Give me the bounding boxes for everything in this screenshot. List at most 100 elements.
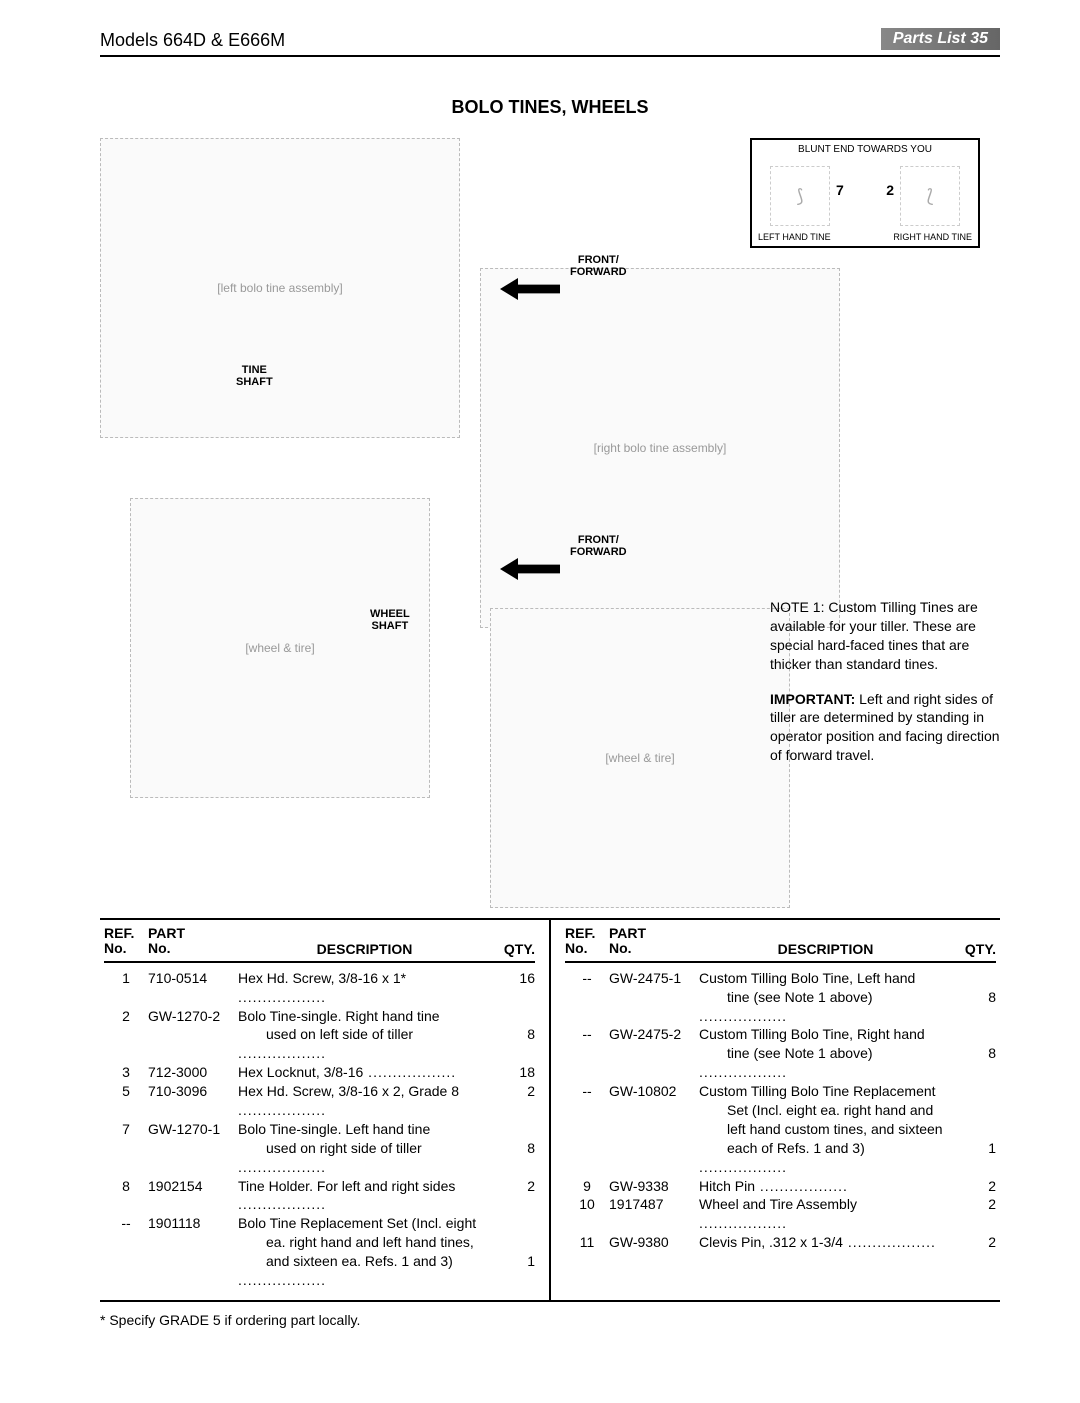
tine-orientation-box: BLUNT END TOWARDS YOU ⟆ ⟅ 7 2 LEFT HAND … bbox=[750, 138, 980, 248]
cell-description: tine (see Note 1 above) bbox=[699, 988, 952, 1026]
diagram-area: BLUNT END TOWARDS YOU ⟆ ⟅ 7 2 LEFT HAND … bbox=[100, 138, 1000, 908]
header-description: DESCRIPTION bbox=[699, 941, 952, 957]
table-row: used on left side of tiller8 bbox=[104, 1025, 535, 1063]
cell-description: Custom Tilling Bolo Tine Replacement bbox=[699, 1082, 952, 1101]
cell-part: 1902154 bbox=[148, 1177, 238, 1196]
important-label: IMPORTANT: bbox=[770, 691, 855, 707]
cell-part: GW-9380 bbox=[609, 1233, 699, 1252]
front-forward-label-2: FRONT/ FORWARD bbox=[570, 534, 627, 558]
cell-part: 712-3000 bbox=[148, 1063, 238, 1082]
cell-qty: 16 bbox=[491, 969, 535, 988]
cell-part: 1917487 bbox=[609, 1195, 699, 1214]
table-row: Set (Incl. eight ea. right hand and bbox=[565, 1101, 996, 1120]
model-title: Models 664D & E666M bbox=[100, 30, 1000, 57]
table-row: each of Refs. 1 and 3)1 bbox=[565, 1139, 996, 1177]
cell-description: Tine Holder. For left and right sides bbox=[238, 1177, 491, 1215]
cell-description: Bolo Tine-single. Left hand tine bbox=[238, 1120, 491, 1139]
table-row: 81902154Tine Holder. For left and right … bbox=[104, 1177, 535, 1215]
front-forward-label-1: FRONT/ FORWARD bbox=[570, 254, 627, 278]
header-part: PART No. bbox=[148, 926, 238, 957]
cell-description: Custom Tilling Bolo Tine, Right hand bbox=[699, 1025, 952, 1044]
cell-qty: 1 bbox=[491, 1252, 535, 1271]
left-tine-number: 7 bbox=[836, 182, 844, 198]
right-tine-number: 2 bbox=[886, 182, 894, 198]
right-tine-assembly-diagram: [right bolo tine assembly] bbox=[480, 268, 840, 628]
table-row: 11GW-9380Clevis Pin, .312 x 1-3/42 bbox=[565, 1233, 996, 1252]
cell-description: and sixteen ea. Refs. 1 and 3) bbox=[238, 1252, 491, 1290]
header-qty: QTY. bbox=[952, 941, 996, 957]
blunt-end-label: BLUNT END TOWARDS YOU bbox=[752, 144, 978, 155]
cell-qty: 8 bbox=[952, 988, 996, 1007]
cell-description: Wheel and Tire Assembly bbox=[699, 1195, 952, 1233]
right-tine-icon: ⟅ bbox=[900, 166, 960, 226]
cell-qty: 18 bbox=[491, 1063, 535, 1082]
cell-part: GW-1270-1 bbox=[148, 1120, 238, 1139]
table-body-left: 1710-0514Hex Hd. Screw, 3/8-16 x 1*162GW… bbox=[104, 969, 535, 1290]
left-tine-icon: ⟆ bbox=[770, 166, 830, 226]
cell-description: Hex Hd. Screw, 3/8-16 x 1* bbox=[238, 969, 491, 1007]
cell-description: ea. right hand and left hand tines, bbox=[238, 1233, 491, 1252]
table-row: and sixteen ea. Refs. 1 and 3)1 bbox=[104, 1252, 535, 1290]
table-row: 101917487Wheel and Tire Assembly2 bbox=[565, 1195, 996, 1233]
table-row: 9GW-9338Hitch Pin2 bbox=[565, 1177, 996, 1196]
table-row: --GW-2475-2Custom Tilling Bolo Tine, Rig… bbox=[565, 1025, 996, 1044]
table-row: tine (see Note 1 above)8 bbox=[565, 1044, 996, 1082]
table-row: ea. right hand and left hand tines, bbox=[104, 1233, 535, 1252]
table-row: 1710-0514Hex Hd. Screw, 3/8-16 x 1*16 bbox=[104, 969, 535, 1007]
cell-description: Custom Tilling Bolo Tine, Left hand bbox=[699, 969, 952, 988]
left-wheel-diagram: [wheel & tire] bbox=[130, 498, 430, 798]
note-1-text: NOTE 1: Custom Tilling Tines are availab… bbox=[770, 598, 1000, 674]
cell-ref: 10 bbox=[565, 1195, 609, 1214]
cell-ref: -- bbox=[104, 1214, 148, 1233]
cell-description: Clevis Pin, .312 x 1-3/4 bbox=[699, 1233, 952, 1252]
table-row: tine (see Note 1 above)8 bbox=[565, 988, 996, 1026]
header-ref: REF. No. bbox=[104, 926, 148, 957]
right-hand-tine-label: RIGHT HAND TINE bbox=[893, 232, 972, 242]
cell-description: Set (Incl. eight ea. right hand and bbox=[699, 1101, 952, 1120]
header-qty: QTY. bbox=[491, 941, 535, 957]
cell-qty: 2 bbox=[491, 1177, 535, 1196]
cell-ref: -- bbox=[565, 1025, 609, 1044]
footnote: * Specify GRADE 5 if ordering part local… bbox=[100, 1312, 1000, 1328]
cell-qty: 2 bbox=[952, 1233, 996, 1252]
cell-ref: 7 bbox=[104, 1120, 148, 1139]
cell-part: GW-9338 bbox=[609, 1177, 699, 1196]
cell-ref: -- bbox=[565, 1082, 609, 1101]
cell-description: used on left side of tiller bbox=[238, 1025, 491, 1063]
left-tine-assembly-diagram: [left bolo tine assembly] bbox=[100, 138, 460, 438]
table-body-right: --GW-2475-1Custom Tilling Bolo Tine, Lef… bbox=[565, 969, 996, 1252]
header-part: PART No. bbox=[609, 926, 699, 957]
cell-description: Bolo Tine-single. Right hand tine bbox=[238, 1007, 491, 1026]
cell-qty: 2 bbox=[952, 1177, 996, 1196]
table-row: 3712-3000Hex Locknut, 3/8-1618 bbox=[104, 1063, 535, 1082]
header-ref: REF. No. bbox=[565, 926, 609, 957]
table-row: 5710-3096Hex Hd. Screw, 3/8-16 x 2, Grad… bbox=[104, 1082, 535, 1120]
parts-table-right-column: REF. No. PART No. DESCRIPTION QTY. --GW-… bbox=[551, 920, 1000, 1300]
cell-ref: 3 bbox=[104, 1063, 148, 1082]
page-title: BOLO TINES, WHEELS bbox=[100, 97, 1000, 118]
wheel-shaft-label: WHEEL SHAFT bbox=[370, 608, 410, 632]
important-note: IMPORTANT: Left and right sides of tille… bbox=[770, 690, 1000, 766]
diagram-notes: NOTE 1: Custom Tilling Tines are availab… bbox=[770, 598, 1000, 781]
cell-ref: 1 bbox=[104, 969, 148, 988]
header-description: DESCRIPTION bbox=[238, 941, 491, 957]
cell-part: GW-1270-2 bbox=[148, 1007, 238, 1026]
table-row: 7GW-1270-1Bolo Tine-single. Left hand ti… bbox=[104, 1120, 535, 1139]
cell-qty: 8 bbox=[491, 1025, 535, 1044]
parts-table-left-column: REF. No. PART No. DESCRIPTION QTY. 1710-… bbox=[100, 920, 551, 1300]
cell-description: tine (see Note 1 above) bbox=[699, 1044, 952, 1082]
cell-description: left hand custom tines, and sixteen bbox=[699, 1120, 952, 1139]
parts-table: REF. No. PART No. DESCRIPTION QTY. 1 7 10 -… bbox=[100, 918, 1000, 1302]
table-row: --GW-2475-1Custom Tilling Bolo Tine, Lef… bbox=[565, 969, 996, 988]
tine-shaft-label: TINE SHAFT bbox=[236, 364, 273, 388]
cell-description: Hex Hd. Screw, 3/8-16 x 2, Grade 8 bbox=[238, 1082, 491, 1120]
cell-qty: 8 bbox=[491, 1139, 535, 1158]
cell-description: each of Refs. 1 and 3) bbox=[699, 1139, 952, 1177]
left-hand-tine-label: LEFT HAND TINE bbox=[758, 232, 831, 242]
table-row: used on right side of tiller8 bbox=[104, 1139, 535, 1177]
cell-ref: 8 bbox=[104, 1177, 148, 1196]
cell-ref: -- bbox=[565, 969, 609, 988]
header-band: Parts List 35 bbox=[881, 28, 1000, 50]
cell-ref: 11 bbox=[565, 1233, 609, 1252]
cell-description: Bolo Tine Replacement Set (Incl. eight bbox=[238, 1214, 491, 1233]
